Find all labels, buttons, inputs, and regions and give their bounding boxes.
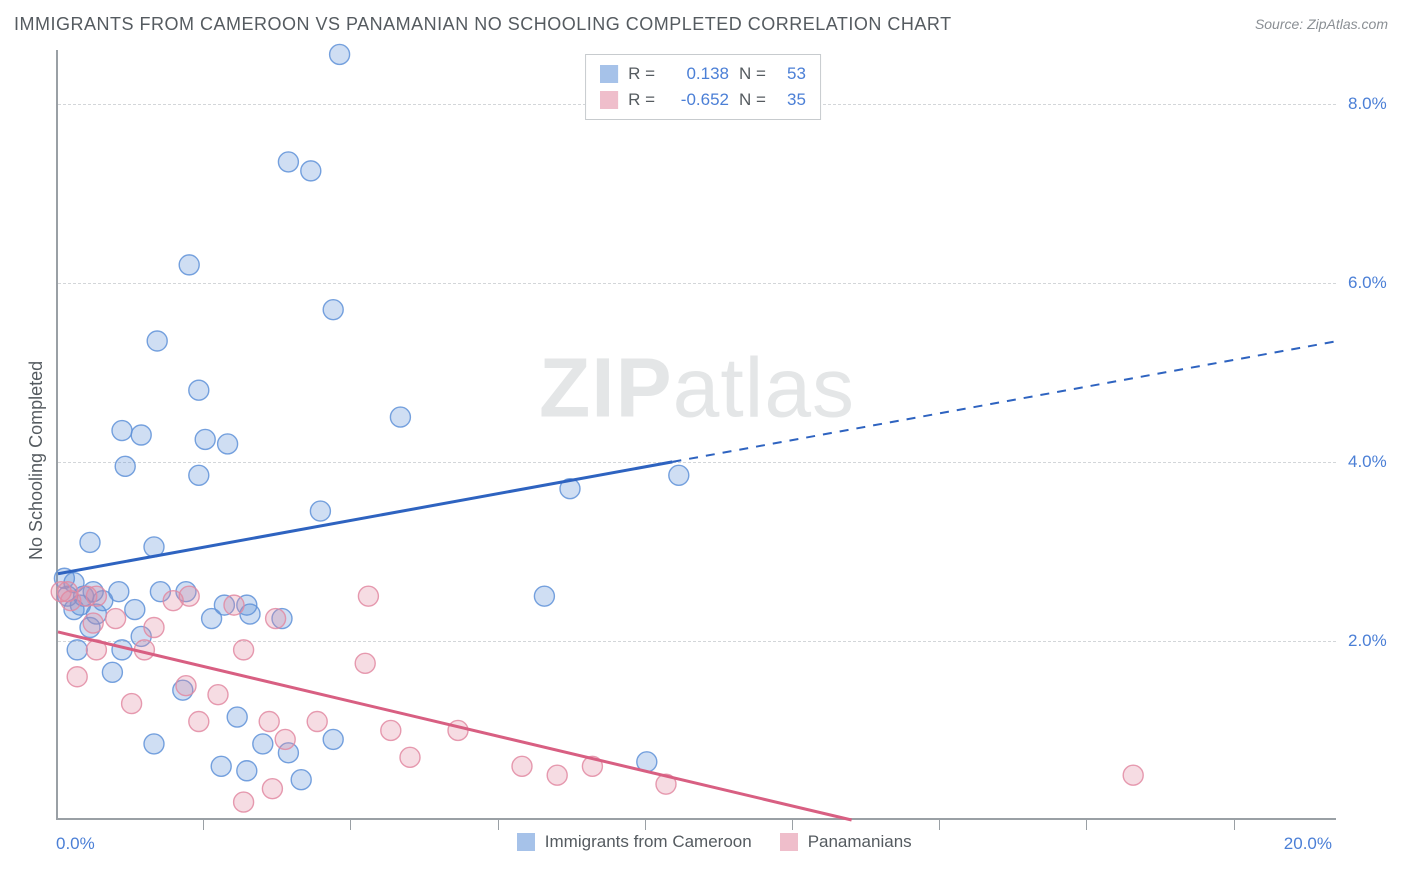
- regression-line: [58, 632, 852, 820]
- correlation-legend-row: R = 0.138 N = 53: [600, 61, 806, 87]
- x-tick-mark: [1234, 820, 1235, 830]
- r-label: R =: [628, 61, 655, 87]
- regression-line-dashed: [672, 341, 1338, 462]
- x-tick-label: 20.0%: [1284, 834, 1332, 854]
- scatter-point: [109, 582, 129, 602]
- y-tick-label: 6.0%: [1348, 273, 1387, 293]
- y-tick-label: 2.0%: [1348, 631, 1387, 651]
- plot-svg: [58, 50, 1338, 820]
- scatter-point: [259, 712, 279, 732]
- chart-title: IMMIGRANTS FROM CAMEROON VS PANAMANIAN N…: [14, 14, 952, 35]
- scatter-point: [189, 380, 209, 400]
- y-tick-label: 8.0%: [1348, 94, 1387, 114]
- scatter-point: [227, 707, 247, 727]
- scatter-point: [266, 609, 286, 629]
- scatter-point: [179, 255, 199, 275]
- scatter-point: [1123, 765, 1143, 785]
- scatter-point: [547, 765, 567, 785]
- legend-item-panamanians: Panamanians: [780, 832, 912, 852]
- scatter-point: [112, 421, 132, 441]
- scatter-point: [189, 712, 209, 732]
- scatter-point: [106, 609, 126, 629]
- x-tick-mark: [1086, 820, 1087, 830]
- scatter-point: [144, 618, 164, 638]
- scatter-point: [512, 756, 532, 776]
- legend-swatch-cameroon: [600, 65, 618, 83]
- chart-header: IMMIGRANTS FROM CAMEROON VS PANAMANIAN N…: [0, 0, 1406, 48]
- scatter-point: [179, 586, 199, 606]
- scatter-point: [275, 729, 295, 749]
- n-label: N =: [739, 61, 766, 87]
- x-tick-mark: [939, 820, 940, 830]
- scatter-point: [208, 685, 228, 705]
- x-tick-mark: [498, 820, 499, 830]
- x-tick-mark: [792, 820, 793, 830]
- y-axis-label: No Schooling Completed: [26, 361, 47, 560]
- scatter-point: [211, 756, 231, 776]
- scatter-point: [102, 662, 122, 682]
- scatter-point: [147, 331, 167, 351]
- scatter-point: [301, 161, 321, 181]
- scatter-point: [67, 667, 87, 687]
- series-legend: Immigrants from Cameroon Panamanians: [517, 832, 912, 852]
- scatter-point: [202, 609, 222, 629]
- scatter-point: [330, 44, 350, 64]
- scatter-point: [144, 734, 164, 754]
- x-tick-mark: [203, 820, 204, 830]
- correlation-legend-row: R = -0.652 N = 35: [600, 87, 806, 113]
- legend-label-panamanians: Panamanians: [808, 832, 912, 852]
- scatter-point: [262, 779, 282, 799]
- scatter-point: [122, 694, 142, 714]
- r-value-panamanians: -0.652: [665, 87, 729, 113]
- x-tick-mark: [645, 820, 646, 830]
- correlation-legend: R = 0.138 N = 53 R = -0.652 N = 35: [585, 54, 821, 120]
- scatter-point: [125, 600, 145, 620]
- n-value-cameroon: 53: [776, 61, 806, 87]
- scatter-point: [86, 586, 106, 606]
- scatter-point: [390, 407, 410, 427]
- scatter-point: [381, 720, 401, 740]
- scatter-point: [67, 640, 87, 660]
- y-tick-label: 4.0%: [1348, 452, 1387, 472]
- legend-label-cameroon: Immigrants from Cameroon: [545, 832, 752, 852]
- regression-line: [58, 462, 672, 574]
- n-value-panamanians: 35: [776, 87, 806, 113]
- legend-swatch-panamanians: [780, 833, 798, 851]
- scatter-point: [400, 747, 420, 767]
- scatter-point: [195, 429, 215, 449]
- scatter-point: [278, 152, 298, 172]
- scatter-point: [253, 734, 273, 754]
- legend-swatch-panamanians: [600, 91, 618, 109]
- scatter-point: [83, 613, 103, 633]
- scatter-point: [234, 640, 254, 660]
- scatter-point: [80, 532, 100, 552]
- scatter-point: [218, 434, 238, 454]
- scatter-point: [291, 770, 311, 790]
- r-value-cameroon: 0.138: [665, 61, 729, 87]
- scatter-point: [669, 465, 689, 485]
- scatter-point: [307, 712, 327, 732]
- scatter-point: [534, 586, 554, 606]
- r-label: R =: [628, 87, 655, 113]
- scatter-point: [224, 595, 244, 615]
- chart-source: Source: ZipAtlas.com: [1255, 16, 1388, 32]
- scatter-point: [323, 729, 343, 749]
- scatter-point: [115, 456, 135, 476]
- scatter-point: [237, 761, 257, 781]
- scatter-point: [131, 425, 151, 445]
- x-tick-label: 0.0%: [56, 834, 95, 854]
- scatter-point: [323, 300, 343, 320]
- scatter-point: [310, 501, 330, 521]
- scatter-point: [234, 792, 254, 812]
- scatter-point: [448, 720, 468, 740]
- x-tick-mark: [350, 820, 351, 830]
- scatter-point: [355, 653, 375, 673]
- scatter-point: [189, 465, 209, 485]
- legend-item-cameroon: Immigrants from Cameroon: [517, 832, 752, 852]
- plot-area: ZIPatlas: [56, 50, 1336, 820]
- n-label: N =: [739, 87, 766, 113]
- scatter-point: [176, 676, 196, 696]
- legend-swatch-cameroon: [517, 833, 535, 851]
- scatter-point: [358, 586, 378, 606]
